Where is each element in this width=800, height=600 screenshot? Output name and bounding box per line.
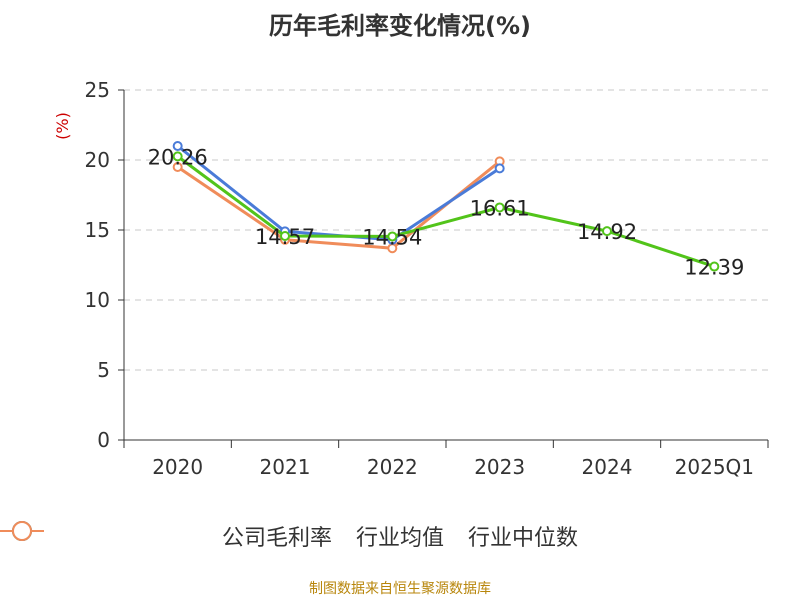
legend-label: 行业中位数	[468, 526, 579, 551]
data-label: 12.39	[684, 256, 744, 280]
data-point	[602, 226, 612, 237]
data-label: 20.26	[148, 145, 208, 169]
data-point	[172, 162, 183, 172]
legend-item-industry-median[interactable]: 行业中位数	[0, 520, 579, 552]
data-label: 14.54	[362, 225, 422, 249]
y-tick-label: 20	[85, 148, 110, 172]
y-tick-label: 15	[85, 218, 110, 242]
x-tick-label: 2025Q1	[675, 455, 754, 479]
chart-legend: 公司毛利率 行业均值 行业中位数	[0, 520, 800, 552]
data-point	[280, 231, 290, 242]
x-tick-label: 2024	[582, 455, 633, 479]
chart-title: 历年毛利率变化情况(%)	[269, 12, 531, 40]
y-axis-label: (%)	[53, 112, 72, 140]
data-label: 16.61	[470, 196, 530, 220]
data-label: 14.92	[577, 220, 637, 244]
legend-item-company[interactable]: 公司毛利率	[0, 520, 332, 552]
data-point	[387, 231, 398, 242]
data-point	[709, 261, 720, 272]
x-tick-label: 2022	[367, 455, 418, 479]
y-tick-label: 5	[97, 358, 110, 382]
y-tick-label: 25	[85, 78, 110, 102]
legend-label: 行业均值	[355, 526, 444, 551]
data-point	[494, 163, 505, 174]
legend-label: 公司毛利率	[221, 526, 332, 551]
x-tick-label: 2021	[260, 455, 311, 479]
data-point	[172, 151, 183, 162]
x-tick-label: 2023	[474, 455, 525, 479]
legend-item-industry-mean[interactable]: 行业均值	[0, 520, 444, 552]
series-line	[176, 155, 715, 268]
source-footer: 制图数据来自恒生聚源数据库	[309, 581, 491, 597]
y-tick-label: 10	[85, 288, 110, 312]
data-point	[494, 202, 505, 213]
legend-marker-icon	[0, 521, 44, 541]
y-tick-label: 0	[97, 428, 110, 452]
data-point	[172, 141, 183, 151]
data-label: 14.57	[255, 225, 315, 249]
line-chart: 0 5 10 15 20 25 (%) 2020 2021 2022 2023 2024 2025Q1 2…	[53, 78, 769, 479]
x-tick-label: 2020	[152, 455, 203, 479]
